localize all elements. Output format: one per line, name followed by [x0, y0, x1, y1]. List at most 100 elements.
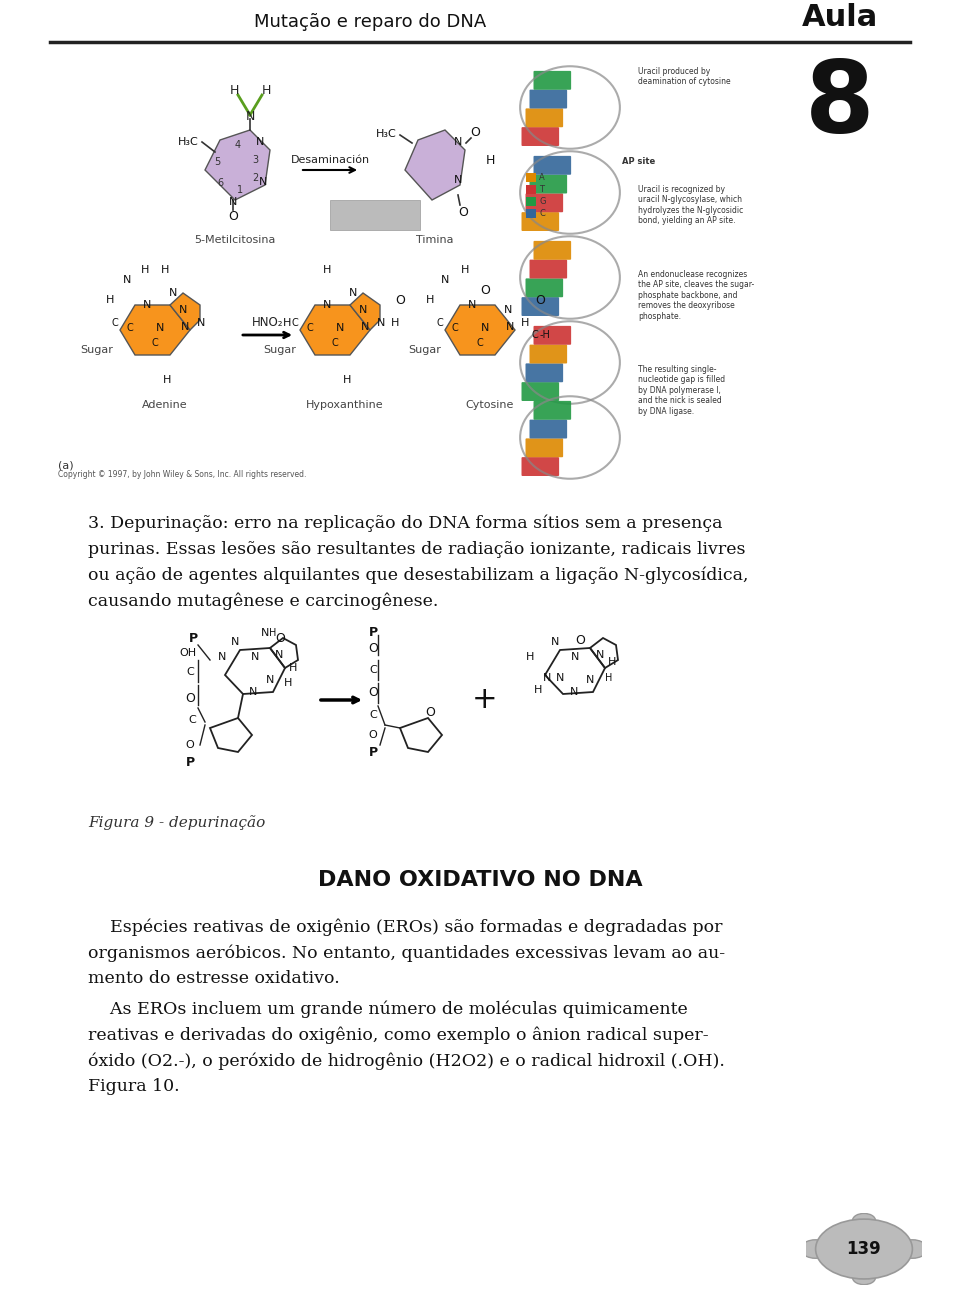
Text: Uracil is recognized by
uracil N-glycosylase, which
hydrolyzes the N-glycosidic
: Uracil is recognized by uracil N-glycosy… [638, 185, 743, 225]
Text: H: H [461, 265, 469, 275]
FancyBboxPatch shape [530, 420, 567, 439]
FancyBboxPatch shape [330, 199, 420, 231]
FancyBboxPatch shape [525, 364, 564, 382]
Text: Copyright © 1997, by John Wiley & Sons, Inc. All rights reserved.: Copyright © 1997, by John Wiley & Sons, … [58, 470, 306, 479]
Circle shape [898, 1239, 927, 1259]
FancyBboxPatch shape [534, 241, 571, 260]
Text: H: H [289, 663, 298, 673]
Text: O: O [369, 730, 377, 739]
Text: P: P [369, 625, 377, 638]
Text: N: N [551, 637, 559, 648]
Text: C: C [186, 667, 194, 677]
Text: N: N [123, 275, 132, 285]
Bar [526, 185, 536, 194]
Text: C: C [437, 319, 444, 328]
Polygon shape [405, 130, 465, 199]
Text: T: T [539, 185, 544, 194]
Text: C: C [292, 319, 299, 328]
FancyBboxPatch shape [530, 344, 567, 364]
Text: N: N [361, 322, 370, 332]
Text: N: N [377, 319, 385, 328]
Text: O: O [185, 739, 194, 750]
Polygon shape [170, 293, 200, 330]
Text: AP site: AP site [622, 158, 656, 167]
Text: N: N [251, 651, 259, 662]
Text: N: N [348, 287, 357, 298]
Text: N: N [586, 675, 594, 685]
FancyBboxPatch shape [521, 382, 559, 401]
Text: N: N [266, 675, 275, 685]
Text: 3. Depurinação: erro na replicação do DNA forma sítios sem a presença: 3. Depurinação: erro na replicação do DN… [88, 515, 723, 532]
Text: O: O [276, 632, 285, 645]
Text: OH: OH [180, 648, 197, 658]
Text: -H: -H [540, 330, 550, 341]
Text: 1: 1 [237, 185, 243, 196]
Text: H: H [261, 84, 271, 97]
Polygon shape [350, 293, 380, 330]
Text: Mutação e reparo do DNA: Mutação e reparo do DNA [253, 13, 486, 31]
Text: O: O [458, 206, 468, 219]
Text: 8: 8 [805, 57, 875, 154]
Text: N: N [323, 300, 331, 310]
Text: H: H [229, 84, 239, 97]
Text: N: N [504, 306, 513, 315]
Text: N: N [246, 110, 254, 123]
Text: H: H [606, 673, 612, 682]
FancyBboxPatch shape [530, 89, 567, 109]
FancyBboxPatch shape [530, 175, 567, 193]
Text: H: H [534, 685, 542, 695]
FancyBboxPatch shape [521, 212, 559, 231]
Text: N: N [454, 137, 462, 148]
Text: N: N [468, 300, 476, 310]
Text: N: N [143, 300, 151, 310]
Text: Figura 10.: Figura 10. [88, 1077, 180, 1096]
Text: H: H [526, 651, 534, 662]
Text: DANO OXIDATIVO NO DNA: DANO OXIDATIVO NO DNA [318, 870, 642, 890]
Text: Espécies reativas de oxigênio (EROs) são formadas e degradadas por: Espécies reativas de oxigênio (EROs) são… [88, 918, 723, 935]
Text: +: + [472, 685, 498, 715]
Text: óxido (O2.-), o peróxido de hidrogênio (H2O2) e o radical hidroxil (.OH).: óxido (O2.-), o peróxido de hidrogênio (… [88, 1052, 725, 1070]
Text: N: N [169, 287, 178, 298]
Text: Desaminación: Desaminación [291, 155, 370, 164]
Text: H: H [161, 265, 169, 275]
Text: As EROs incluem um grande número de moléculas quimicamente: As EROs incluem um grande número de molé… [88, 1000, 687, 1018]
Text: N: N [230, 637, 239, 648]
Text: N: N [228, 197, 237, 207]
Text: C: C [451, 322, 458, 333]
Circle shape [816, 1219, 912, 1279]
Text: C: C [152, 338, 158, 348]
Text: H: H [426, 295, 434, 306]
FancyBboxPatch shape [525, 109, 564, 127]
Text: C: C [370, 710, 377, 720]
Text: H: H [283, 319, 291, 328]
Text: N: N [249, 688, 257, 697]
Text: ou ação de agentes alquilantes que desestabilizam a ligação N-glycosídica,: ou ação de agentes alquilantes que deses… [88, 567, 749, 584]
FancyBboxPatch shape [534, 401, 571, 420]
Text: 2: 2 [252, 174, 258, 183]
Text: H: H [391, 319, 399, 328]
Text: Figura 9 - depurinação: Figura 9 - depurinação [88, 815, 265, 830]
FancyBboxPatch shape [530, 259, 567, 278]
Text: N: N [218, 651, 227, 662]
Polygon shape [120, 306, 190, 355]
Text: organismos aeróbicos. No entanto, quantidades excessivas levam ao au-: organismos aeróbicos. No entanto, quanti… [88, 944, 725, 961]
Text: N: N [441, 275, 449, 285]
Text: (a): (a) [58, 460, 74, 470]
FancyBboxPatch shape [525, 439, 564, 457]
Text: H: H [323, 265, 331, 275]
Text: H: H [521, 319, 529, 328]
Bar [526, 197, 536, 206]
Text: C: C [188, 715, 196, 725]
Text: H: H [141, 265, 149, 275]
FancyBboxPatch shape [525, 193, 564, 212]
Text: Sugar: Sugar [81, 344, 113, 355]
Circle shape [852, 1213, 876, 1228]
Text: O: O [396, 294, 405, 307]
Text: N: N [275, 650, 283, 660]
Circle shape [852, 1270, 876, 1285]
Text: O: O [228, 211, 238, 224]
Text: Uracil produced by
deamination of cytosine: Uracil produced by deamination of cytosi… [638, 67, 731, 87]
Text: N: N [596, 650, 604, 660]
Text: The resulting single-
nucleotide gap is filled
by DNA polymerase I,
and the nick: The resulting single- nucleotide gap is … [638, 365, 725, 416]
Text: N: N [179, 306, 187, 315]
